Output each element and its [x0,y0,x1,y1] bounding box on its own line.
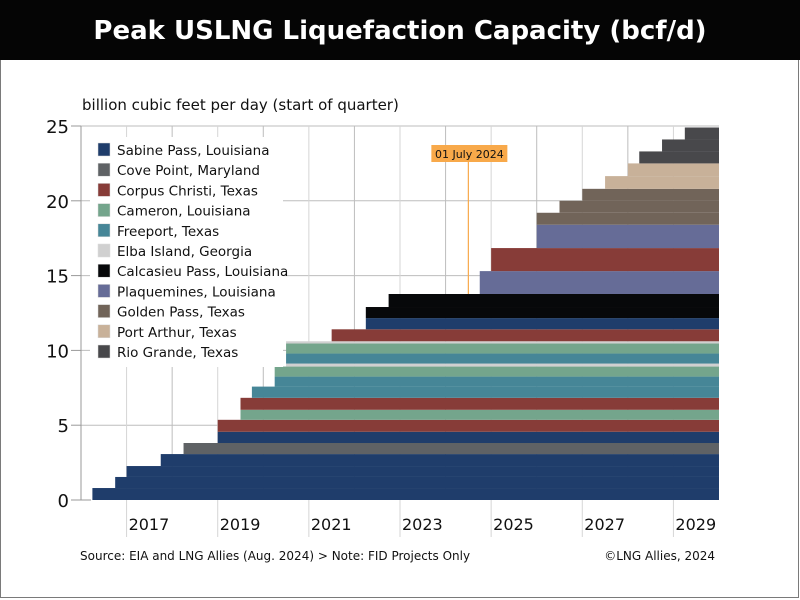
x-tick-label: 2025 [493,515,534,534]
capacity-band-17 [331,329,719,342]
capacity-band-11 [274,376,719,387]
legend-swatch [97,183,111,197]
legend-swatch [97,142,111,157]
capacity-band-4 [160,454,719,467]
x-tick-label: 2029 [675,515,716,534]
copyright: ©LNG Allies, 2024 [604,549,715,563]
legend-label: Golden Pass, Texas [117,305,245,321]
chart-frame [0,60,799,598]
legend-swatch [97,263,111,278]
y-axis-label: billion cubic feet per day (start of qua… [82,96,399,114]
capacity-band-8 [240,409,719,420]
x-tick-label: 2021 [311,515,352,534]
legend-label: Sabine Pass, Louisiana [117,143,270,159]
legend-swatch [97,284,111,298]
annotation-box [431,145,508,162]
capacity-band-28 [627,163,719,177]
capacity-band-9 [240,397,719,410]
x-tick-label: 2019 [220,515,261,534]
legend-swatch [97,243,111,258]
x-tick-label: 2027 [584,515,625,534]
capacity-band-16 [286,341,719,344]
capacity-band-12 [274,366,719,377]
source-note: Source: EIA and LNG Allies (Aug. 2024) >… [80,549,470,563]
capacity-band-31 [684,127,719,140]
capacity-band-18 [365,318,719,330]
legend-label: Plaquemines, Louisiana [117,284,276,300]
capacity-band-24 [536,212,719,225]
capacity-band-13 [286,363,719,367]
capacity-band-7 [217,419,719,432]
legend-background [90,137,283,367]
capacity-band-23 [536,224,719,249]
legend-swatch [97,223,111,238]
legend-swatch [97,324,111,339]
legend-swatch [97,304,111,318]
chart-title: Peak USLNG Liquefaction Capacity (bcf/d) [0,0,800,60]
legend: Sabine Pass, Louisiana Cove Point, Maryla… [90,137,288,367]
x-tick-label: 2017 [129,515,170,534]
capacity-band-22 [491,248,719,272]
capacity-band-6 [217,431,719,444]
capacity-band-25 [559,200,719,213]
capacity-band-14 [286,353,719,364]
y-tick-label: 15 [46,267,69,288]
legend-label: Port Arthur, Texas [117,325,237,341]
capacity-band-27 [605,176,719,189]
date-annotation: 01 July 2024 [431,145,508,295]
legend-label: Calcasieu Pass, Louisiana [117,264,288,280]
capacity-bands [92,127,720,500]
y-tick-label: 25 [46,117,69,138]
legend-label: Cove Point, Maryland [117,163,260,179]
legend-label: Corpus Christi, Texas [117,183,258,199]
y-tick-label: 0 [58,491,69,512]
capacity-band-1 [92,488,719,500]
y-tick-label: 5 [58,416,69,437]
capacity-band-5 [183,443,720,455]
capacity-band-3 [126,466,720,477]
legend-swatch [97,203,111,217]
annotation-label: 01 July 2024 [435,148,504,161]
y-tick-label: 10 [46,341,69,362]
capacity-band-2 [115,476,719,489]
capacity-band-21 [479,271,719,295]
capacity-band-30 [662,139,719,152]
legend-label: Cameron, Louisiana [117,204,251,220]
legend-label: Rio Grande, Texas [117,345,238,361]
capacity-band-15 [286,343,719,354]
legend-label: Freeport, Texas [117,224,219,240]
capacity-band-29 [639,151,719,164]
capacity-band-20 [388,294,719,308]
capacity-band-26 [582,188,719,201]
y-tick-label: 20 [46,192,69,213]
x-tick-label: 2023 [402,515,443,534]
capacity-band-10 [251,386,719,398]
legend-label: Elba Island, Georgia [117,244,252,260]
capacity-band-19 [365,307,719,319]
legend-swatch [97,344,111,359]
legend-swatch [97,162,111,177]
